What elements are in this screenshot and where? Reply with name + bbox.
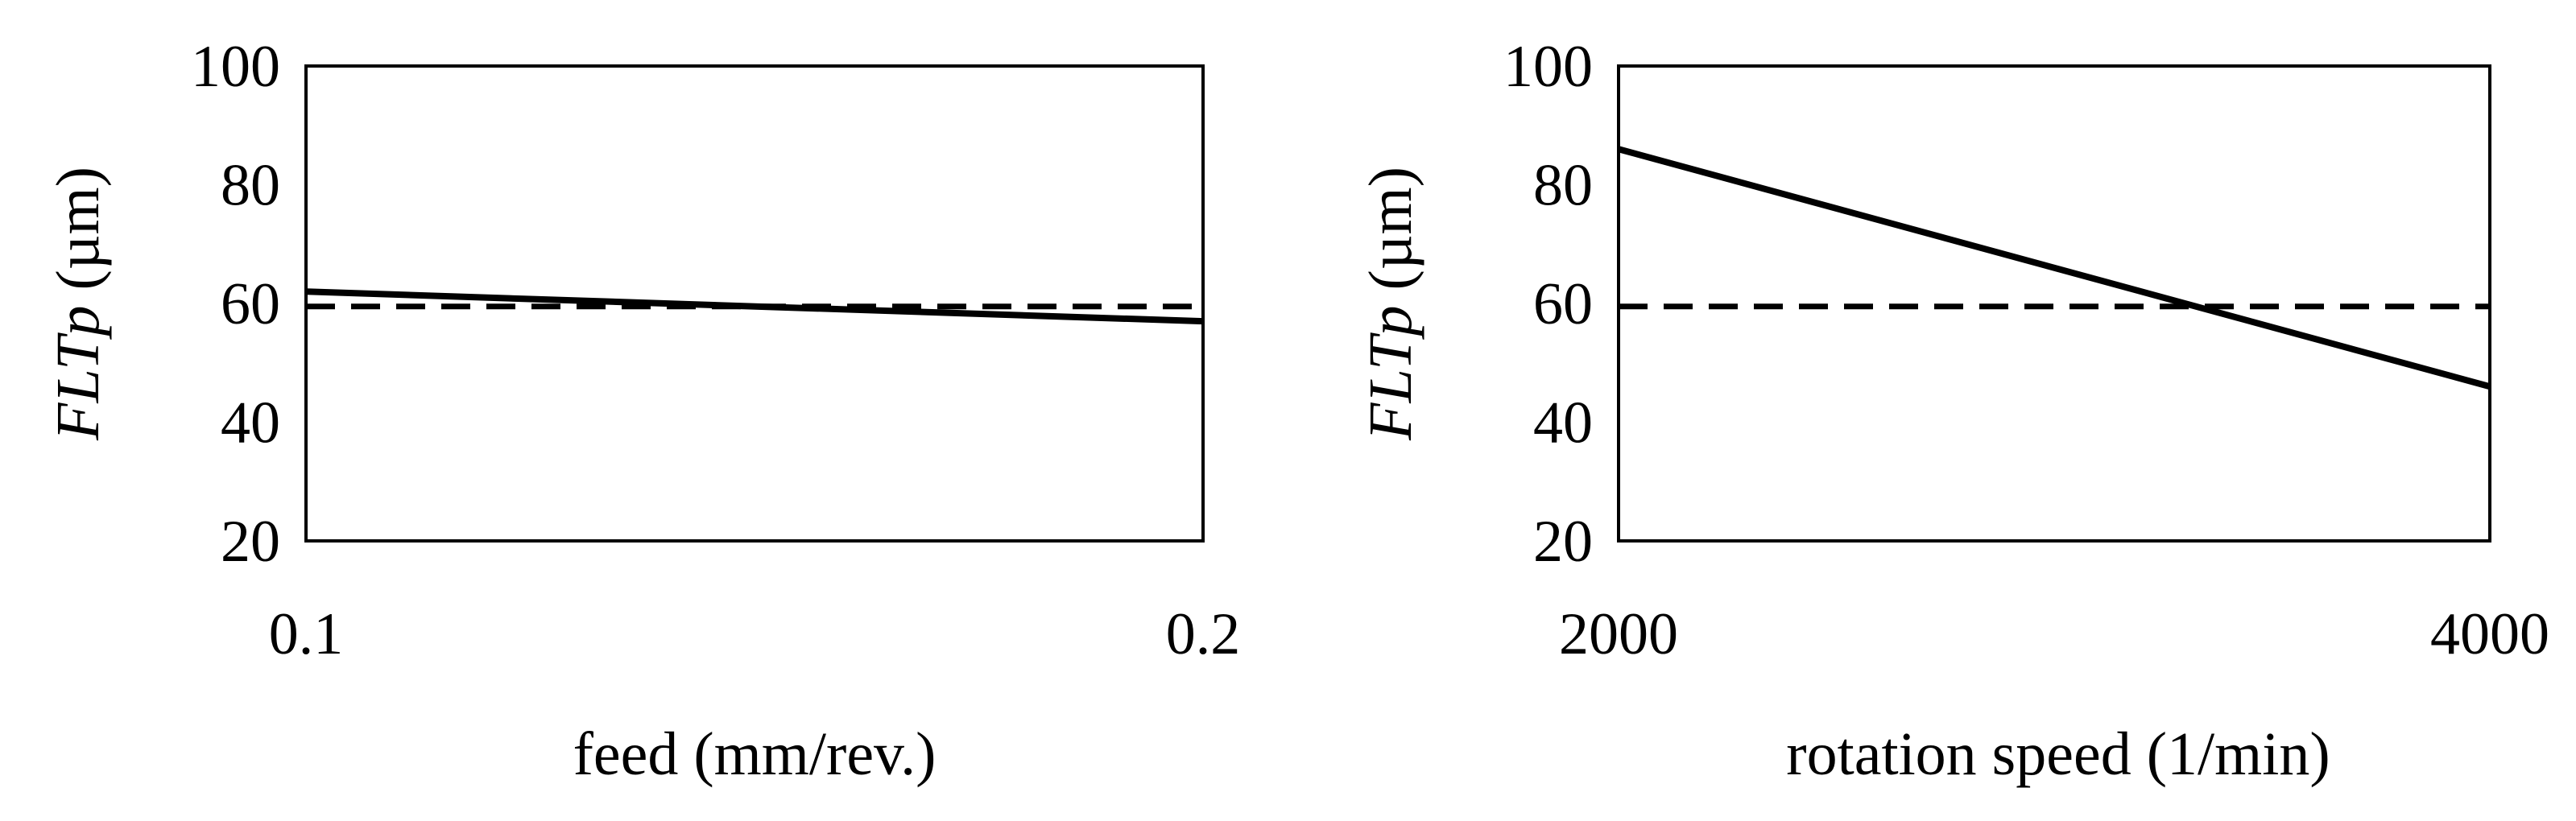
y-tick-label: 20: [1533, 509, 1593, 575]
y-tick-label: 100: [191, 34, 280, 100]
y-axis-title: FLTp (µm): [44, 167, 112, 441]
y-axis-title-variable: FLTp: [44, 306, 112, 441]
y-tick-labels: 20 40 60 80 100: [1503, 34, 1593, 575]
y-tick-label: 100: [1503, 34, 1593, 100]
x-tick-labels: 2000 4000: [1559, 601, 2549, 667]
chart-feed: 20 40 60 80 100 0.1 0.2 feed (mm/rev.) FLTp (…: [44, 34, 1240, 788]
y-axis-title-variable: FLTp: [1357, 306, 1424, 441]
y-axis-title-unit: (µm): [44, 167, 112, 306]
x-tick-label: 0.1: [269, 601, 344, 667]
y-tick-label: 40: [221, 390, 280, 456]
series-layer: [1617, 146, 2491, 390]
x-axis-title: feed (mm/rev.): [573, 720, 937, 788]
series-line-solid: [1617, 146, 2491, 390]
y-tick-label: 60: [221, 271, 280, 337]
y-tick-label: 20: [221, 509, 280, 575]
x-tick-label: 4000: [2430, 601, 2549, 667]
y-tick-label: 80: [221, 153, 280, 219]
y-tick-label: 60: [1533, 271, 1593, 337]
x-axis-title: rotation speed (1/min): [1786, 720, 2330, 788]
plot-frame: [304, 64, 1205, 543]
series-line-solid: [305, 288, 1204, 325]
x-tick-label: 2000: [1559, 601, 1678, 667]
series-layer: [305, 288, 1204, 325]
y-tick-label: 40: [1533, 390, 1593, 456]
x-tick-labels: 0.1 0.2: [269, 601, 1241, 667]
plot-frame: [1617, 64, 2491, 543]
y-tick-label: 80: [1533, 153, 1593, 219]
x-tick-label: 0.2: [1166, 601, 1241, 667]
y-axis-title-unit: (µm): [1357, 167, 1424, 306]
y-axis-title: FLTp (µm): [1357, 167, 1424, 441]
chart-rotation-speed: 20 40 60 80 100 2000 4000 rotation speed (1/m…: [1357, 34, 2549, 788]
y-tick-labels: 20 40 60 80 100: [191, 34, 280, 575]
